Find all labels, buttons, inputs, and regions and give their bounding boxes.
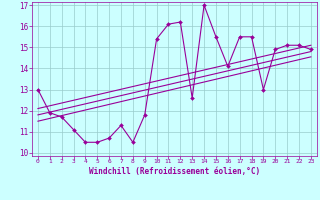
X-axis label: Windchill (Refroidissement éolien,°C): Windchill (Refroidissement éolien,°C) (89, 167, 260, 176)
